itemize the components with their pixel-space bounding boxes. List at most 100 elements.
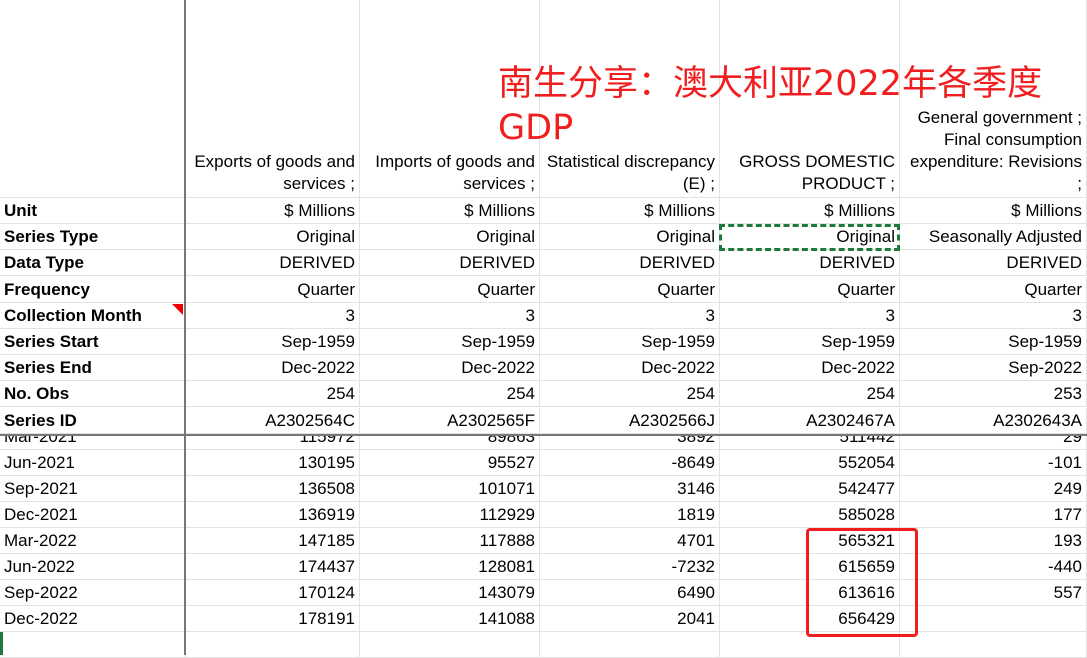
- empty-cell[interactable]: [185, 632, 360, 658]
- value-cell[interactable]: 249: [900, 476, 1087, 502]
- comment-indicator-icon[interactable]: [172, 304, 183, 315]
- value-cell[interactable]: 143079: [360, 580, 540, 606]
- meta-cell-series-end[interactable]: Dec-2022: [360, 355, 540, 382]
- value-cell[interactable]: 542477: [720, 476, 900, 502]
- meta-cell-series-start[interactable]: Sep-1959: [540, 329, 720, 355]
- value-cell[interactable]: 565321: [720, 528, 900, 554]
- meta-cell-frequency[interactable]: Quarter: [360, 276, 540, 303]
- value-cell[interactable]: 115972: [185, 435, 360, 450]
- meta-cell-no-obs[interactable]: 254: [360, 381, 540, 408]
- meta-cell-frequency[interactable]: Quarter: [900, 276, 1087, 303]
- row-label-frequency[interactable]: Frequency: [0, 276, 185, 303]
- row-label-no-obs[interactable]: No. Obs: [0, 381, 185, 408]
- meta-cell-series-end[interactable]: Dec-2022: [185, 355, 360, 382]
- meta-cell-series-type[interactable]: Original: [540, 224, 720, 251]
- row-label-series-type[interactable]: Series Type: [0, 224, 185, 251]
- meta-cell-data-type[interactable]: DERIVED: [360, 250, 540, 277]
- meta-cell-data-type[interactable]: DERIVED: [540, 250, 720, 277]
- meta-cell-no-obs[interactable]: 253: [900, 381, 1087, 408]
- meta-cell-series-start[interactable]: Sep-1959: [185, 329, 360, 355]
- value-cell[interactable]: [900, 606, 1087, 632]
- date-cell[interactable]: Dec-2022: [0, 606, 185, 632]
- meta-cell-series-end[interactable]: Dec-2022: [720, 355, 900, 382]
- meta-cell-series-start[interactable]: Sep-1959: [360, 329, 540, 355]
- row-label-collection-month[interactable]: Collection Month: [0, 302, 185, 329]
- value-cell[interactable]: 147185: [185, 528, 360, 554]
- date-cell[interactable]: Jun-2022: [0, 554, 185, 580]
- empty-cell[interactable]: [0, 632, 185, 658]
- meta-cell-series-end[interactable]: Dec-2022: [540, 355, 720, 382]
- meta-cell-series-id[interactable]: A2302564C: [185, 407, 360, 434]
- value-cell[interactable]: 112929: [360, 502, 540, 528]
- date-cell[interactable]: Sep-2021: [0, 476, 185, 502]
- column-header-cell[interactable]: Statistical discrepancy (E) ;: [540, 0, 720, 198]
- empty-cell[interactable]: [540, 632, 720, 658]
- date-cell[interactable]: Dec-2021: [0, 502, 185, 528]
- frozen-row-divider[interactable]: [0, 434, 1087, 436]
- meta-cell-series-id[interactable]: A2302566J: [540, 407, 720, 434]
- value-cell[interactable]: 95527: [360, 450, 540, 476]
- column-header-cell[interactable]: General government ; Final consumption e…: [900, 0, 1087, 198]
- meta-cell-frequency[interactable]: Quarter: [720, 276, 900, 303]
- row-label-series-start[interactable]: Series Start: [0, 329, 185, 355]
- meta-cell-series-end[interactable]: Sep-2022: [900, 355, 1087, 382]
- meta-cell-collection-month[interactable]: 3: [540, 302, 720, 329]
- row-label-data-type[interactable]: Data Type: [0, 250, 185, 277]
- meta-cell-data-type[interactable]: DERIVED: [185, 250, 360, 277]
- header-cell-empty[interactable]: [0, 0, 185, 198]
- meta-cell-series-type[interactable]: Seasonally Adjusted: [900, 224, 1087, 251]
- value-cell[interactable]: 89863: [360, 435, 540, 450]
- column-header-cell[interactable]: Exports of goods and services ;: [185, 0, 360, 198]
- value-cell[interactable]: 117888: [360, 528, 540, 554]
- date-cell[interactable]: Mar-2022: [0, 528, 185, 554]
- value-cell[interactable]: 128081: [360, 554, 540, 580]
- value-cell[interactable]: 178191: [185, 606, 360, 632]
- meta-cell-unit[interactable]: $ Millions: [360, 198, 540, 224]
- meta-cell-series-id[interactable]: A2302467A: [720, 407, 900, 434]
- value-cell[interactable]: 585028: [720, 502, 900, 528]
- value-cell[interactable]: 552054: [720, 450, 900, 476]
- value-cell[interactable]: 557: [900, 580, 1087, 606]
- meta-cell-unit[interactable]: $ Millions: [540, 198, 720, 224]
- meta-cell-collection-month[interactable]: 3: [185, 302, 360, 329]
- meta-cell-unit[interactable]: $ Millions: [185, 198, 360, 224]
- meta-cell-no-obs[interactable]: 254: [720, 381, 900, 408]
- meta-cell-data-type[interactable]: DERIVED: [900, 250, 1087, 277]
- meta-cell-frequency[interactable]: Quarter: [540, 276, 720, 303]
- value-cell[interactable]: 29: [900, 435, 1087, 450]
- value-cell[interactable]: 101071: [360, 476, 540, 502]
- column-header-cell[interactable]: GROSS DOMESTIC PRODUCT ;: [720, 0, 900, 198]
- value-cell[interactable]: -101: [900, 450, 1087, 476]
- value-cell[interactable]: 4701: [540, 528, 720, 554]
- meta-cell-series-type[interactable]: Original: [185, 224, 360, 251]
- meta-cell-data-type[interactable]: DERIVED: [720, 250, 900, 277]
- row-label-unit[interactable]: Unit: [0, 198, 185, 224]
- value-cell[interactable]: 136508: [185, 476, 360, 502]
- meta-cell-no-obs[interactable]: 254: [540, 381, 720, 408]
- value-cell[interactable]: 136919: [185, 502, 360, 528]
- meta-cell-collection-month[interactable]: 3: [900, 302, 1087, 329]
- value-cell[interactable]: -7232: [540, 554, 720, 580]
- row-label-series-id[interactable]: Series ID: [0, 407, 185, 434]
- meta-cell-series-id[interactable]: A2302565F: [360, 407, 540, 434]
- meta-cell-series-start[interactable]: Sep-1959: [900, 329, 1087, 355]
- value-cell[interactable]: 2041: [540, 606, 720, 632]
- meta-cell-series-id[interactable]: A2302643A: [900, 407, 1087, 434]
- value-cell[interactable]: 615659: [720, 554, 900, 580]
- frozen-column-divider[interactable]: [184, 0, 186, 655]
- meta-cell-unit[interactable]: $ Millions: [900, 198, 1087, 224]
- meta-cell-series-start[interactable]: Sep-1959: [720, 329, 900, 355]
- empty-cell[interactable]: [900, 632, 1087, 658]
- value-cell[interactable]: 3146: [540, 476, 720, 502]
- meta-cell-series-type[interactable]: Original: [360, 224, 540, 251]
- value-cell[interactable]: 6490: [540, 580, 720, 606]
- value-cell[interactable]: 174437: [185, 554, 360, 580]
- value-cell[interactable]: 177: [900, 502, 1087, 528]
- column-header-cell[interactable]: Imports of goods and services ;: [360, 0, 540, 198]
- value-cell[interactable]: -8649: [540, 450, 720, 476]
- value-cell[interactable]: 193: [900, 528, 1087, 554]
- value-cell[interactable]: 130195: [185, 450, 360, 476]
- row-label-series-end[interactable]: Series End: [0, 355, 185, 382]
- value-cell[interactable]: 141088: [360, 606, 540, 632]
- value-cell[interactable]: 1819: [540, 502, 720, 528]
